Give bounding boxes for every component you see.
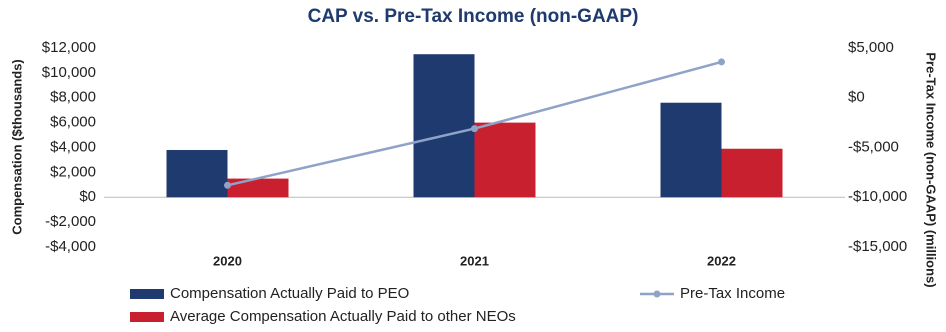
y-tick-label: $8,000	[50, 89, 96, 106]
legend-swatch	[130, 289, 164, 299]
y-tick-label: -$2,000	[45, 213, 96, 230]
y-tick-label: -$4,000	[45, 238, 96, 255]
y-tick-label: $12,000	[42, 39, 96, 56]
y-tick-label: $10,000	[42, 64, 96, 81]
bar	[721, 148, 783, 198]
legend-swatch	[653, 290, 661, 298]
x-tick-label: 2022	[707, 253, 736, 268]
y2-tick-label: -$15,000	[848, 238, 907, 255]
legend-label: Compensation Actually Paid to PEO	[170, 285, 409, 302]
y2-axis-label: Pre-Tax Income (non-GAAP) (millions)	[924, 52, 939, 287]
bar	[660, 102, 722, 198]
y2-tick-label: $5,000	[848, 39, 894, 56]
y-axis-label: Compensation ($thousands)	[9, 59, 24, 235]
x-tick-label: 2021	[460, 253, 489, 268]
y2-tick-label: -$5,000	[848, 138, 899, 155]
y-tick-label: $0	[79, 188, 96, 205]
line-point	[471, 125, 478, 133]
chart-title: CAP vs. Pre-Tax Income (non-GAAP)	[308, 6, 639, 27]
bar	[474, 122, 536, 198]
y-tick-label: $6,000	[50, 114, 96, 131]
x-tick-label: 2020	[213, 253, 242, 268]
legend-label: Pre-Tax Income	[680, 285, 785, 302]
bar	[227, 178, 289, 198]
line-point	[718, 58, 725, 66]
y2-tick-label: $0	[848, 89, 865, 106]
y-tick-label: $4,000	[50, 138, 96, 155]
legend-swatch	[130, 312, 164, 322]
y2-tick-label: -$10,000	[848, 188, 907, 205]
line-point	[224, 181, 231, 189]
y-tick-label: $2,000	[50, 163, 96, 180]
bar	[413, 54, 475, 198]
bar	[166, 149, 228, 198]
legend-label: Average Compensation Actually Paid to ot…	[170, 308, 516, 325]
